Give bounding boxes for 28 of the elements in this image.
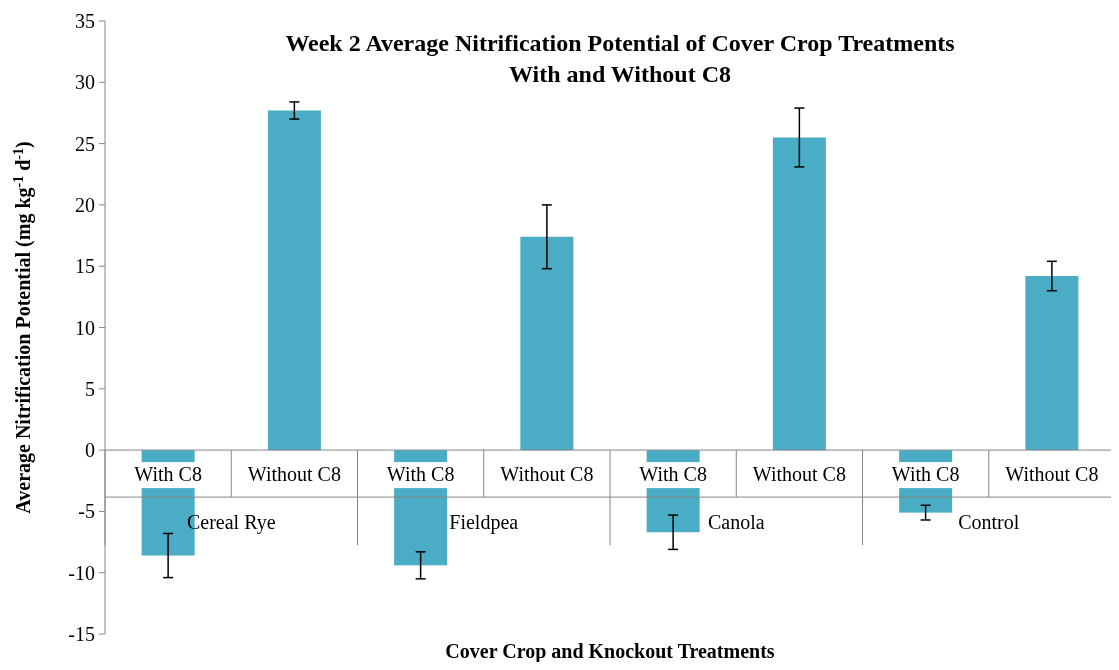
- bar: [772, 137, 826, 451]
- y-tick-label: -10: [68, 561, 95, 584]
- y-tick-label: 15: [75, 255, 95, 278]
- x-tick-label: With C8: [639, 463, 707, 486]
- y-tick-label: 20: [75, 193, 95, 216]
- y-tick-label: -15: [68, 623, 95, 645]
- x-tick-label: With C8: [891, 463, 960, 486]
- y-tick-label: -5: [78, 500, 95, 523]
- text: Week 2 Average Nitrification Potential of Cover Crop Treatments With and Without C8: [285, 30, 955, 87]
- x-tick-label: Without C8: [500, 463, 594, 486]
- x-tick-label: Without C8: [1005, 463, 1099, 486]
- x-tick-label: Without C8: [247, 463, 341, 486]
- y-tick-label: 10: [75, 316, 95, 339]
- y-tick-label: 25: [75, 132, 95, 155]
- annotation: Fieldpea: [449, 511, 519, 535]
- x-axis-title: Cover Crop and Knockout Treatments: [445, 640, 775, 663]
- y-tick-label: 30: [75, 71, 95, 94]
- annotation: Control: [958, 511, 1020, 534]
- y-tick-label: 35: [75, 10, 95, 32]
- x-tick-label: With C8: [134, 463, 202, 486]
- bar: [520, 236, 574, 451]
- x-tick-label: With C8: [386, 463, 455, 486]
- y-tick-label: 5: [85, 377, 95, 400]
- bar: [1025, 276, 1079, 451]
- bar: [267, 110, 321, 451]
- y-tick-label: 0: [85, 439, 95, 462]
- x-tick-label: Without C8: [752, 463, 846, 486]
- annotation: Canola: [707, 511, 765, 534]
